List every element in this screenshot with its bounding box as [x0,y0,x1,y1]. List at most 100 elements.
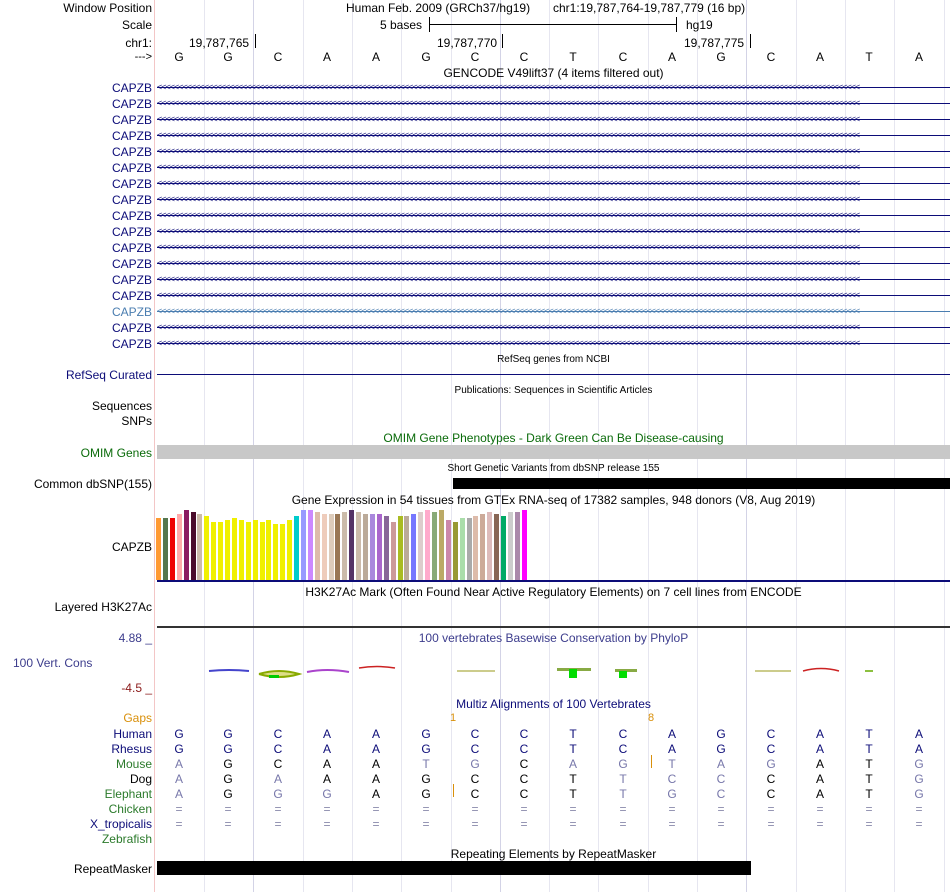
gtex-tissue-bar[interactable] [369,514,375,580]
gtex-tissue-bar[interactable] [356,512,362,580]
gencode-gene-label[interactable]: CAPZB [111,81,152,95]
gtex-tissue-bar[interactable] [176,514,182,580]
gencode-transcript[interactable]: <<<<<<<<<<<<<<<<<<<<<<<<<<<<<<<<<<<<<<<<… [157,98,950,110]
gtex-tissue-bar[interactable] [190,512,196,580]
gtex-tissue-bar[interactable] [418,512,424,580]
gtex-tissue-bar[interactable] [376,514,382,580]
omim-gene-bar[interactable] [157,445,950,459]
gencode-transcript[interactable]: <<<<<<<<<<<<<<<<<<<<<<<<<<<<<<<<<<<<<<<<… [157,194,950,206]
gtex-tissue-bar[interactable] [328,514,334,580]
gtex-tissue-bar[interactable] [211,522,217,580]
gtex-tissue-bar[interactable] [238,520,244,580]
multiz-species-label[interactable]: Rhesus [111,742,152,756]
gtex-tissue-bar[interactable] [397,516,403,580]
gtex-tissue-bar[interactable] [197,514,203,580]
gencode-transcript[interactable]: <<<<<<<<<<<<<<<<<<<<<<<<<<<<<<<<<<<<<<<<… [157,130,950,142]
gtex-tissue-bar[interactable] [225,520,230,580]
omim-label[interactable]: OMIM Genes [80,446,152,460]
refseq-gene-line[interactable] [157,374,950,375]
gtex-tissue-bar[interactable] [342,512,348,580]
gtex-tissue-bar[interactable] [480,514,486,580]
gencode-gene-label[interactable]: CAPZB [111,161,152,175]
gencode-gene-label[interactable]: CAPZB [111,97,152,111]
gencode-gene-label[interactable]: CAPZB [111,145,152,159]
publications-label-sequences[interactable]: Sequences [91,399,152,413]
gtex-tissue-bar[interactable] [445,520,451,580]
gtex-tissue-bar[interactable] [425,510,431,580]
refseq-track-title[interactable]: RefSeq genes from NCBI [497,354,610,365]
publications-track-title[interactable]: Publications: Sequences in Scientific Ar… [454,385,653,396]
gtex-tissue-bar[interactable] [349,510,355,580]
gtex-bar-chart[interactable] [156,508,556,580]
repeatmasker-element-bar[interactable] [157,861,751,875]
gencode-transcript[interactable]: <<<<<<<<<<<<<<<<<<<<<<<<<<<<<<<<<<<<<<<<… [157,306,950,318]
multiz-species-label[interactable]: Zebrafish [101,832,152,846]
gencode-transcript[interactable]: <<<<<<<<<<<<<<<<<<<<<<<<<<<<<<<<<<<<<<<<… [157,210,950,222]
gtex-tissue-bar[interactable] [507,512,513,580]
multiz-species-label[interactable]: Mouse [115,757,152,771]
multiz-track-title[interactable]: Multiz Alignments of 100 Vertebrates [456,697,651,711]
gtex-tissue-bar[interactable] [404,516,410,580]
gtex-tissue-bar[interactable] [307,510,313,580]
gtex-tissue-bar[interactable] [259,522,265,580]
gtex-tissue-bar[interactable] [466,518,472,580]
gtex-tissue-bar[interactable] [521,510,527,580]
gencode-gene-label[interactable]: CAPZB [111,337,152,351]
gencode-gene-label[interactable]: CAPZB [111,209,152,223]
gencode-transcript[interactable]: <<<<<<<<<<<<<<<<<<<<<<<<<<<<<<<<<<<<<<<<… [157,162,950,174]
gencode-transcript[interactable]: <<<<<<<<<<<<<<<<<<<<<<<<<<<<<<<<<<<<<<<<… [157,322,950,334]
gencode-transcript[interactable]: <<<<<<<<<<<<<<<<<<<<<<<<<<<<<<<<<<<<<<<<… [157,338,950,350]
gencode-gene-label[interactable]: CAPZB [111,273,152,287]
gencode-gene-label[interactable]: CAPZB [111,129,152,143]
refseq-label[interactable]: RefSeq Curated [65,368,152,382]
gencode-transcript[interactable]: <<<<<<<<<<<<<<<<<<<<<<<<<<<<<<<<<<<<<<<<… [157,274,950,286]
h3k27ac-label[interactable]: Layered H3K27Ac [54,600,152,614]
phylop-label[interactable]: 100 Vert. Cons [13,656,93,670]
gencode-gene-label[interactable]: CAPZB [111,113,152,127]
gencode-transcript[interactable]: <<<<<<<<<<<<<<<<<<<<<<<<<<<<<<<<<<<<<<<<… [157,178,950,190]
gtex-tissue-bar[interactable] [438,510,444,580]
gtex-tissue-bar[interactable] [162,518,168,580]
publications-label-snps[interactable]: SNPs [121,414,152,428]
gtex-tissue-bar[interactable] [252,520,258,580]
gencode-transcript[interactable]: <<<<<<<<<<<<<<<<<<<<<<<<<<<<<<<<<<<<<<<<… [157,82,950,94]
gencode-gene-label[interactable]: CAPZB [111,177,152,191]
multiz-species-label[interactable]: Human [113,727,152,741]
phylop-track-title[interactable]: 100 vertebrates Basewise Conservation by… [418,631,689,645]
gtex-tissue-bar[interactable] [487,512,493,580]
phylop-signal[interactable] [157,655,950,685]
gtex-tissue-bar[interactable] [231,518,237,580]
gtex-tissue-bar[interactable] [383,516,389,580]
gtex-tissue-bar[interactable] [432,512,437,580]
dbsnp-track-title[interactable]: Short Genetic Variants from dbSNP releas… [447,463,660,474]
h3k27ac-track-title[interactable]: H3K27Ac Mark (Often Found Near Active Re… [305,585,802,599]
gtex-tissue-bar[interactable] [169,518,175,580]
gencode-gene-label[interactable]: CAPZB [111,321,152,335]
repeatmasker-label[interactable]: RepeatMasker [73,862,152,876]
gtex-tissue-bar[interactable] [314,512,320,580]
gtex-tissue-bar[interactable] [218,522,224,580]
gencode-transcript[interactable]: <<<<<<<<<<<<<<<<<<<<<<<<<<<<<<<<<<<<<<<<… [157,114,950,126]
gencode-transcript[interactable]: <<<<<<<<<<<<<<<<<<<<<<<<<<<<<<<<<<<<<<<<… [157,258,950,270]
gencode-transcript[interactable]: <<<<<<<<<<<<<<<<<<<<<<<<<<<<<<<<<<<<<<<<… [157,290,950,302]
gencode-transcript[interactable]: <<<<<<<<<<<<<<<<<<<<<<<<<<<<<<<<<<<<<<<<… [157,242,950,254]
gtex-tissue-bar[interactable] [321,514,327,580]
gtex-tissue-bar[interactable] [204,516,210,580]
gtex-tissue-bar[interactable] [266,520,272,580]
multiz-species-label[interactable]: Dog [129,772,152,786]
gtex-tissue-bar[interactable] [287,520,293,580]
gencode-gene-label[interactable]: CAPZB [111,241,152,255]
gtex-tissue-bar[interactable] [363,514,368,580]
gtex-tissue-bar[interactable] [335,514,341,580]
gtex-tissue-bar[interactable] [459,518,465,580]
repeatmasker-track-title[interactable]: Repeating Elements by RepeatMasker [450,847,657,861]
gtex-tissue-bar[interactable] [494,514,500,580]
multiz-species-label[interactable]: X_tropicalis [89,817,152,831]
gtex-tissue-bar[interactable] [473,516,479,580]
gencode-gene-label[interactable]: CAPZB [111,193,152,207]
multiz-species-label[interactable]: Chicken [108,802,152,816]
gtex-tissue-bar[interactable] [245,522,251,580]
gtex-tissue-bar[interactable] [156,518,161,580]
gtex-tissue-bar[interactable] [390,522,396,580]
dbsnp-label[interactable]: Common dbSNP(155) [33,477,152,491]
